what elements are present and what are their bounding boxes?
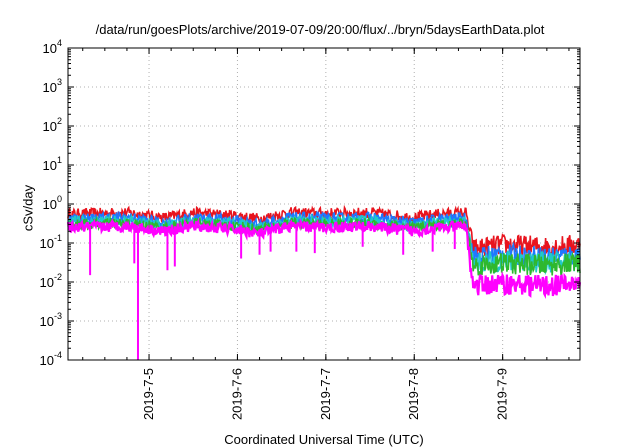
chart-title: /data/run/goesPlots/archive/2019-07-09/2… — [95, 22, 545, 37]
y-tick-label: 104 — [43, 38, 62, 56]
y-tick-exponent: 4 — [57, 38, 62, 48]
x-tick-label: 2019-7-7 — [318, 368, 333, 420]
series-line — [67, 215, 581, 278]
y-tick-base: 10 — [40, 314, 54, 329]
y-tick-exponent: 1 — [57, 155, 62, 165]
y-tick-exponent: 0 — [57, 194, 62, 204]
y-tick-label: 102 — [43, 116, 62, 134]
y-tick-base: 10 — [43, 197, 57, 212]
y-tick-label: 100 — [43, 194, 62, 212]
series-line — [66, 217, 582, 299]
y-tick-label: 10-1 — [40, 233, 62, 251]
y-tick-exponent: -2 — [54, 272, 62, 282]
y-tick-label: 10-2 — [40, 272, 62, 290]
y-tick-exponent: -1 — [54, 233, 62, 243]
grid-lines — [68, 48, 580, 360]
x-tick-label: 2019-7-5 — [141, 368, 156, 420]
x-tick-label: 2019-7-6 — [229, 368, 244, 420]
x-tick-label: 2019-7-8 — [406, 368, 421, 420]
x-axis-ticks: 2019-7-5 2019-7-6 2019-7-7 2019-7-8 2019-7-9 — [82, 48, 570, 420]
y-tick-exponent: 2 — [57, 116, 62, 126]
y-tick-base: 10 — [40, 275, 54, 290]
y-tick-base: 10 — [43, 41, 57, 56]
y-tick-base: 10 — [40, 353, 54, 368]
x-tick-label: 2019-7-9 — [495, 368, 510, 420]
y-tick-label: 10-4 — [40, 350, 62, 368]
y-tick-label: 101 — [43, 155, 62, 173]
x-axis-label: Coordinated Universal Time (UTC) — [224, 432, 424, 447]
y-tick-exponent: 3 — [57, 77, 62, 87]
y-tick-base: 10 — [43, 158, 57, 173]
y-tick-label: 10-3 — [40, 311, 62, 329]
y-tick-base: 10 — [40, 236, 54, 251]
y-tick-exponent: -4 — [54, 350, 62, 360]
y-tick-base: 10 — [43, 119, 57, 134]
y-tick-label: 103 — [43, 77, 62, 95]
y-tick-base: 10 — [43, 80, 57, 95]
y-tick-exponent: -3 — [54, 311, 62, 321]
plot-area — [66, 204, 582, 360]
